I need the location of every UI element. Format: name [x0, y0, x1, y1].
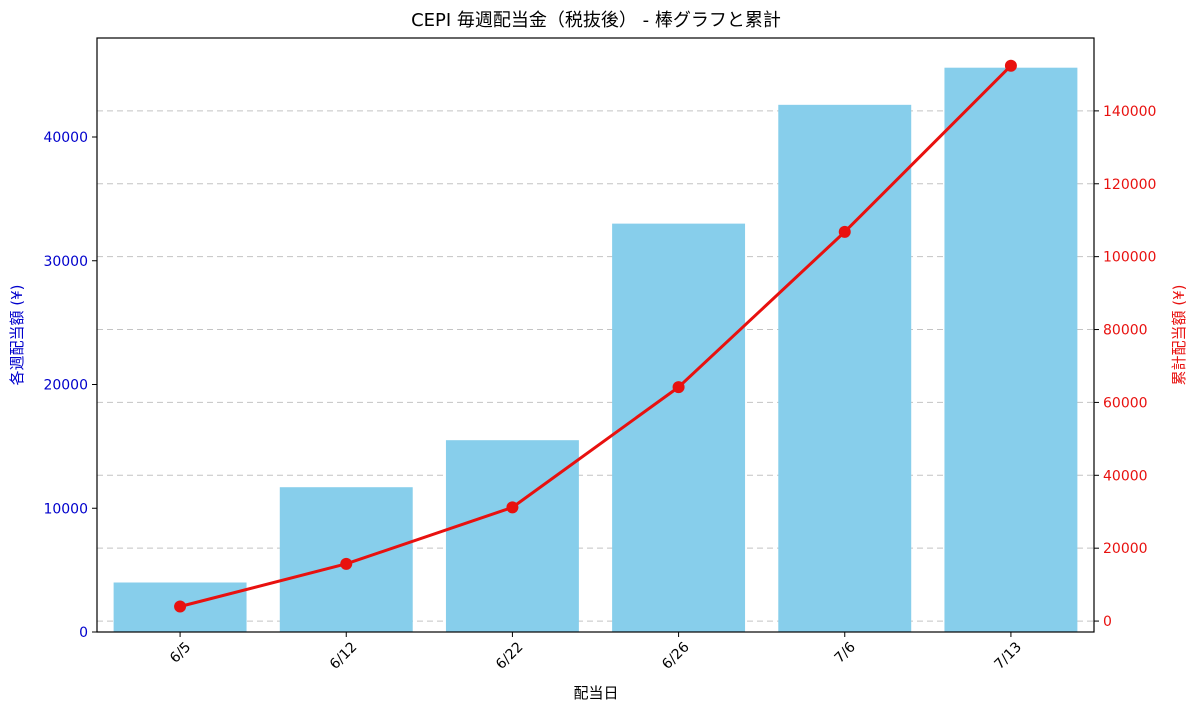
cumulative-point	[174, 600, 187, 613]
plot-area: 0 10000 20000 30000 40000 0 20000 40000 60000 800…	[43, 37, 1156, 673]
x-tick-label: 6/22	[493, 639, 527, 673]
bar	[778, 104, 912, 632]
cumulative-point	[340, 557, 353, 570]
x-tick-label: 7/13	[992, 639, 1026, 673]
bar	[445, 440, 579, 632]
right-tick-label: 120000	[1103, 177, 1156, 193]
bar	[944, 67, 1078, 632]
left-tick-label: 0	[79, 625, 88, 641]
left-tick-label: 30000	[43, 254, 88, 270]
right-axis-title: 累計配当額 (¥)	[1170, 284, 1188, 385]
plot-frame	[96, 37, 1095, 633]
bar	[612, 223, 746, 632]
x-tick-label: 7/6	[832, 639, 859, 666]
chart-title: CEPI 毎週配当金（税抜後） - 棒グラフと累計	[411, 10, 781, 31]
left-tick-label: 40000	[43, 130, 88, 146]
x-tick-label: 6/26	[659, 639, 693, 673]
left-tick-label: 20000	[43, 378, 88, 394]
cumulative-point	[506, 501, 519, 514]
right-tick-label: 60000	[1103, 395, 1148, 411]
right-tick-label: 100000	[1103, 250, 1156, 266]
right-tick-label: 0	[1103, 614, 1112, 630]
cumulative-point	[672, 381, 685, 394]
cumulative-line	[179, 64, 1012, 608]
right-tick-label: 140000	[1103, 104, 1156, 120]
cumulative-point	[1004, 59, 1017, 72]
left-tick-label: 10000	[43, 501, 88, 517]
x-axis-title: 配当日	[573, 684, 618, 702]
right-tick-label: 40000	[1103, 468, 1148, 484]
x-tick-label: 6/12	[327, 639, 361, 673]
right-tick-label: 80000	[1103, 323, 1148, 339]
x-tick-label: 6/5	[167, 639, 194, 666]
left-axis-title: 各週配当額 (¥)	[8, 284, 26, 385]
cumulative-point	[838, 225, 851, 238]
right-tick-label: 20000	[1103, 541, 1148, 557]
